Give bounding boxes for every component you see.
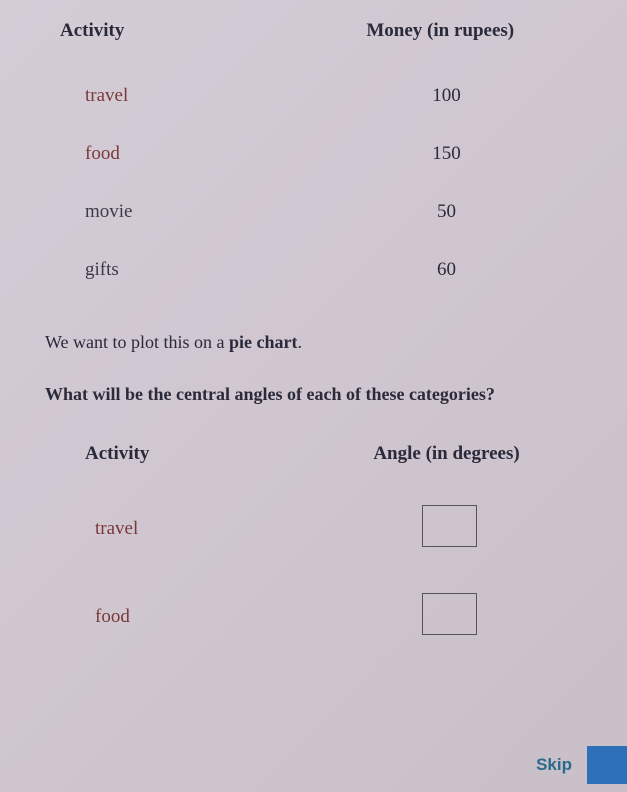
value-cell: 150 — [326, 143, 567, 165]
money-table: Activity Money (in rupees) travel 100 fo… — [40, 20, 587, 299]
desc-prefix: We want to plot this on a — [45, 332, 229, 352]
angle-input-cell — [331, 593, 567, 641]
value-cell: 60 — [326, 259, 567, 281]
angle-degrees-header: Angle (in degrees) — [326, 443, 567, 465]
money-table-header: Activity Money (in rupees) — [40, 20, 587, 67]
skip-area: Skip — [536, 746, 627, 784]
angle-activity-cell: travel — [60, 518, 331, 540]
angle-row: travel — [40, 485, 587, 573]
description-block: We want to plot this on a pie chart. Wha… — [40, 329, 587, 408]
angle-input-travel[interactable] — [422, 505, 477, 547]
activity-cell: food — [60, 143, 326, 165]
value-cell: 100 — [326, 85, 567, 107]
activity-header: Activity — [60, 20, 314, 42]
activity-cell: travel — [60, 85, 326, 107]
angle-activity-header: Activity — [60, 443, 326, 465]
skip-button[interactable]: Skip — [536, 755, 577, 775]
table-row: travel 100 — [40, 67, 587, 125]
angle-table: Activity Angle (in degrees) travel food — [40, 443, 587, 661]
angle-table-header: Activity Angle (in degrees) — [40, 443, 587, 485]
table-row: movie 50 — [40, 183, 587, 241]
table-row: gifts 60 — [40, 241, 587, 299]
activity-cell: gifts — [60, 259, 326, 281]
angle-activity-cell: food — [60, 606, 331, 628]
value-cell: 50 — [326, 201, 567, 223]
angle-input-cell — [331, 505, 567, 553]
desc-bold: pie chart — [229, 332, 297, 352]
angle-row: food — [40, 573, 587, 661]
description-line1: We want to plot this on a pie chart. — [45, 329, 582, 356]
question-text: What will be the central angles of each … — [45, 381, 582, 408]
angle-input-food[interactable] — [422, 593, 477, 635]
money-header: Money (in rupees) — [314, 20, 568, 42]
activity-cell: movie — [60, 201, 326, 223]
desc-suffix: . — [298, 332, 303, 352]
next-button[interactable] — [587, 746, 627, 784]
table-row: food 150 — [40, 125, 587, 183]
